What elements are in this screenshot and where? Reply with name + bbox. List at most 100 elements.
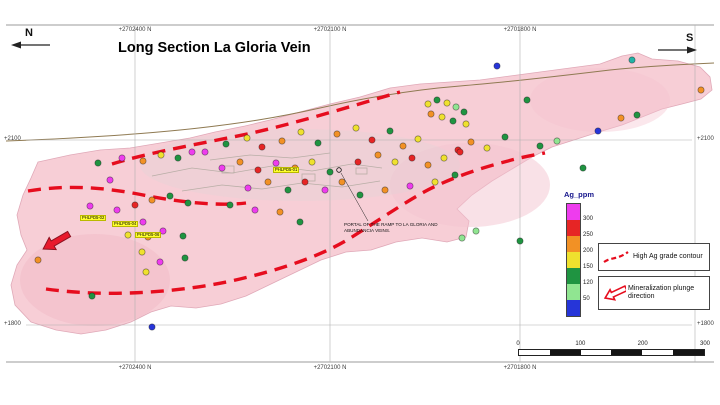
topography-line: [5, 62, 715, 142]
drill-intercept-dot: [433, 96, 441, 104]
drill-intercept-dot: [276, 208, 284, 216]
grid-label: +2702400 N: [118, 365, 152, 371]
drill-intercept-dot: [483, 144, 491, 152]
legend-color-band: [567, 300, 580, 316]
drill-intercept-dot: [124, 231, 132, 239]
drill-intercept-dot: [697, 86, 705, 94]
drill-intercept-dot: [113, 206, 121, 214]
grid-label: +1800: [4, 321, 21, 327]
drill-intercept-dots: [34, 56, 705, 331]
drill-intercept-dot: [184, 199, 192, 207]
drill-intercept-dot: [118, 154, 126, 162]
drill-intercept-dot: [236, 158, 244, 166]
drill-intercept-dot: [440, 154, 448, 162]
drill-intercept-dot: [458, 234, 466, 242]
drill-intercept-dot: [424, 161, 432, 169]
drill-intercept-dot: [374, 151, 382, 159]
drill-intercept-dot: [462, 120, 470, 128]
drill-intercept-dot: [424, 100, 432, 108]
drill-intercept-dot: [142, 268, 150, 276]
legend-color-band: [567, 236, 580, 252]
sb-label: 100: [575, 341, 586, 347]
drill-intercept-dot: [179, 232, 187, 240]
north-arrow-icon: [11, 41, 50, 49]
drill-intercept-dot: [617, 114, 625, 122]
drill-intercept-dot: [472, 227, 480, 235]
drill-intercept-dot: [34, 256, 42, 264]
drill-intercept-dot: [174, 154, 182, 162]
vein-shade-patch: [20, 234, 170, 326]
scalebar-segment: [549, 350, 581, 355]
drill-intercept-dot: [254, 166, 262, 174]
grid-label: +2702100 N: [313, 27, 347, 33]
drill-intercept-dot: [354, 158, 362, 166]
drill-intercept-dot: [467, 138, 475, 146]
drill-intercept-dot: [188, 148, 196, 156]
legend-tick: 50: [583, 296, 590, 302]
drill-intercept-dot: [391, 158, 399, 166]
drill-intercept-dot: [296, 218, 304, 226]
drill-intercept-dot: [314, 139, 322, 147]
sb-label: 200: [637, 341, 648, 347]
drill-intercept-dot: [431, 178, 439, 186]
drill-intercept-dot: [244, 184, 252, 192]
drill-intercept-dot: [156, 258, 164, 266]
drill-intercept-dot: [536, 142, 544, 150]
scalebar-segment: [580, 350, 612, 355]
portal-annotation: PORTAL OF THE RAMP TO LA GLORIA AND ABUN…: [344, 222, 438, 233]
drill-intercept-dot: [451, 171, 459, 179]
drill-intercept-dot: [148, 196, 156, 204]
grid-label: +2701800 N: [503, 27, 537, 33]
drill-intercept-dot: [633, 111, 641, 119]
grid-label: +2702100 N: [313, 365, 347, 371]
drill-intercept-dot: [628, 56, 636, 64]
drill-intercept-dot: [272, 159, 280, 167]
drill-label: PHLPD5-04: [112, 221, 139, 228]
legend-item-contour: High Ag grade contour: [598, 243, 710, 271]
legend-tick: 250: [583, 232, 594, 238]
south-arrow-icon: [658, 46, 697, 54]
underground-workings: [151, 152, 383, 192]
drill-intercept-dot: [106, 176, 114, 184]
drill-intercept-dot: [443, 99, 451, 107]
drill-intercept-dot: [333, 130, 341, 138]
drill-intercept-dot: [456, 148, 464, 156]
plunge-direction-arrow: [42, 230, 72, 251]
legend-color-band: [567, 220, 580, 236]
grid-label: +2100: [697, 136, 714, 142]
drill-intercept-dot: [399, 142, 407, 150]
drill-label: PHLPD5-06: [135, 232, 162, 239]
legend-color-band: [567, 204, 580, 220]
legend-tick: 300: [583, 216, 594, 222]
grid-label: +2701800 N: [503, 365, 537, 371]
drill-intercept-dot: [264, 178, 272, 186]
scalebar-segment: [519, 350, 550, 355]
drill-intercept-dot: [166, 192, 174, 200]
drill-intercept-dot: [88, 292, 96, 300]
drill-intercept-dot: [352, 124, 360, 132]
scalebar-segment: [642, 350, 674, 355]
drill-intercept-dot: [297, 128, 305, 136]
portal-marker: [336, 167, 342, 173]
scale-bar: [518, 349, 705, 356]
drill-intercept-dot: [138, 248, 146, 256]
drill-intercept-dot: [516, 237, 524, 245]
legend-item-label: Mineralization plunge direction: [628, 284, 695, 300]
drill-intercept-dot: [427, 110, 435, 118]
plunge-arrow-icon: [603, 285, 627, 301]
drill-intercept-dot: [226, 201, 234, 209]
drill-intercept-dot: [251, 206, 259, 214]
page-title: Long Section La Gloria Vein: [118, 40, 311, 56]
legend-tick: 150: [583, 264, 594, 270]
legend-tick: 120: [583, 280, 594, 286]
drill-intercept-dot: [460, 108, 468, 116]
drill-intercept-dot: [438, 113, 446, 121]
scalebar-segment: [673, 350, 704, 355]
scalebar-segment: [611, 350, 643, 355]
drill-intercept-dot: [284, 186, 292, 194]
drill-intercept-dot: [218, 164, 226, 172]
grid-label: +2100: [4, 136, 21, 142]
drill-intercept-dot: [414, 135, 422, 143]
